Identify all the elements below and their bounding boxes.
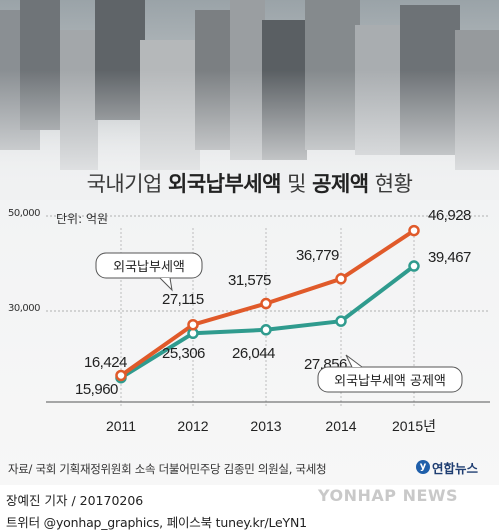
infographic: 국내기업 외국납부세액 및 공제액 현황 16,424 27,115 31,575 3… <box>0 0 499 485</box>
line-chart: 16,424 27,115 31,575 36,779 46,928 15,960 25,3… <box>46 207 490 434</box>
data-label: 27,115 <box>162 291 204 308</box>
y-tick-label: 50,000 <box>8 208 41 219</box>
x-tick-label: 2012 <box>177 418 208 434</box>
data-label: 31,575 <box>228 272 271 289</box>
yonhap-logo-icon: y <box>416 460 430 474</box>
data-label: 39,467 <box>428 249 471 266</box>
source-note: 자료/ 국회 기획재정위원회 소속 더불어민주당 김종민 의원실, 국세청 <box>8 462 327 476</box>
data-point <box>115 369 127 382</box>
x-tick-label: 2011 <box>106 418 136 434</box>
x-tick-label: 2013 <box>250 418 281 434</box>
yonhap-logo: y 연합뉴스 <box>416 457 478 477</box>
callout-box-tax <box>95 252 203 279</box>
data-point <box>408 224 420 237</box>
data-label: 36,779 <box>296 247 339 264</box>
data-label: 25,306 <box>162 345 205 362</box>
data-point <box>335 273 347 285</box>
data-point <box>260 297 272 310</box>
callout-pointer <box>345 354 363 368</box>
unit-label: 단위: 억원 <box>56 212 109 226</box>
reporter-credit: 장예진 기자 / 20170206 <box>6 493 144 508</box>
data-point <box>187 318 199 331</box>
chart-title: 국내기업 외국납부세액 및 공제액 현황 <box>86 172 413 196</box>
series-label-credit: 외국납부세액 공제액 <box>334 374 446 389</box>
data-point <box>408 260 420 272</box>
data-label: 16,424 <box>84 354 127 371</box>
series-label-tax: 외국납부세액 <box>113 260 185 275</box>
data-label: 46,928 <box>428 207 471 224</box>
social-links: 트위터 @yonhap_graphics, 페이스북 tuney.kr/LeYN… <box>6 515 307 530</box>
data-point <box>335 315 347 327</box>
watermark: YONHAP NEWS <box>318 486 459 505</box>
city-skyline-photo <box>0 0 499 200</box>
x-tick-label: 2014 <box>325 418 356 434</box>
callout-box-credit <box>317 366 463 393</box>
data-label: 26,044 <box>232 345 275 362</box>
y-tick-label: 30,000 <box>8 303 41 314</box>
callout-pointer <box>159 277 173 292</box>
data-point <box>260 324 272 336</box>
x-tick-label: 2015년 <box>392 418 436 434</box>
data-label: 15,960 <box>75 381 118 398</box>
